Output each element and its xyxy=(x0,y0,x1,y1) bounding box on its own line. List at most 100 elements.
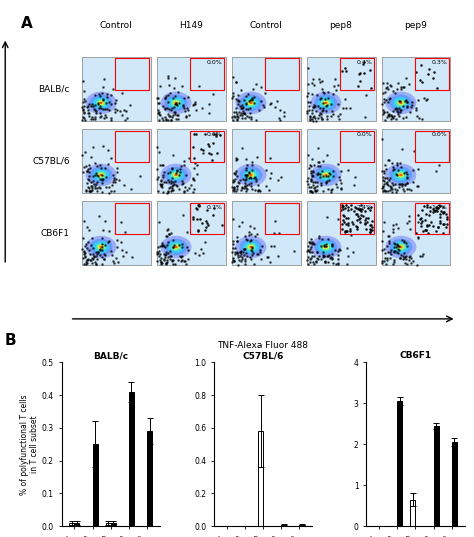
Point xyxy=(108,181,115,190)
Point xyxy=(342,67,350,76)
Point xyxy=(85,186,93,195)
Point xyxy=(391,239,398,248)
Point xyxy=(92,179,100,188)
Point xyxy=(310,112,318,121)
Point xyxy=(94,99,102,108)
Point xyxy=(245,90,252,99)
Ellipse shape xyxy=(320,171,331,179)
Ellipse shape xyxy=(314,95,337,111)
Point xyxy=(387,182,394,190)
Point xyxy=(96,161,104,169)
Point xyxy=(389,114,397,122)
Point xyxy=(170,236,177,244)
Point xyxy=(156,179,164,188)
Point xyxy=(90,176,97,185)
Point xyxy=(407,258,415,267)
Point xyxy=(246,245,254,254)
Point xyxy=(88,115,95,124)
Point xyxy=(96,113,103,121)
Point xyxy=(270,229,278,237)
Point xyxy=(94,172,102,180)
Point xyxy=(414,164,422,173)
Point xyxy=(164,103,171,112)
Point xyxy=(338,67,346,75)
Point xyxy=(312,256,320,265)
Point xyxy=(337,179,345,187)
Point xyxy=(397,83,405,92)
Point xyxy=(192,106,200,114)
Point xyxy=(78,115,86,124)
Point xyxy=(165,230,173,239)
Point xyxy=(103,90,110,98)
Point xyxy=(432,203,440,212)
Point xyxy=(194,226,201,235)
Point xyxy=(405,255,413,264)
Point xyxy=(239,103,247,111)
Point xyxy=(205,221,212,230)
Point xyxy=(334,255,341,263)
Point xyxy=(92,259,100,268)
Point xyxy=(423,222,430,230)
Point xyxy=(237,104,245,112)
Point xyxy=(364,213,372,222)
Point xyxy=(324,185,331,193)
Point xyxy=(100,142,107,150)
Text: pep9: pep9 xyxy=(404,20,428,30)
FancyBboxPatch shape xyxy=(382,57,450,121)
FancyBboxPatch shape xyxy=(157,201,226,265)
Point xyxy=(157,256,164,264)
Point xyxy=(399,145,406,154)
Point xyxy=(178,82,185,90)
Ellipse shape xyxy=(164,95,187,111)
Ellipse shape xyxy=(385,236,416,258)
Point xyxy=(361,206,369,215)
Point xyxy=(100,75,108,84)
Point xyxy=(250,85,257,93)
Point xyxy=(339,211,347,219)
Point xyxy=(247,182,255,190)
Point xyxy=(303,107,311,115)
Point xyxy=(383,78,391,87)
Point xyxy=(162,259,170,268)
Point xyxy=(238,253,246,262)
Point xyxy=(306,113,314,121)
Point xyxy=(323,172,330,180)
Point xyxy=(328,250,336,259)
Point xyxy=(311,183,319,191)
Point xyxy=(281,107,288,116)
Point xyxy=(80,248,88,256)
Point xyxy=(242,91,249,100)
Point xyxy=(229,186,237,194)
Point xyxy=(306,238,314,246)
Point xyxy=(242,182,249,190)
Point xyxy=(156,111,164,120)
Point xyxy=(379,246,386,255)
Point xyxy=(154,248,161,256)
Point xyxy=(325,169,332,178)
Point xyxy=(400,238,407,246)
Point xyxy=(414,182,422,190)
Point xyxy=(409,101,416,110)
Point xyxy=(263,166,270,175)
Point xyxy=(104,237,111,246)
Point xyxy=(79,105,86,114)
Point xyxy=(164,225,171,234)
Point xyxy=(231,244,239,252)
Point xyxy=(385,111,392,119)
Point xyxy=(356,70,363,79)
Point xyxy=(180,188,188,197)
Point xyxy=(257,83,264,91)
Point xyxy=(315,111,322,119)
Ellipse shape xyxy=(398,245,404,249)
Point xyxy=(319,171,327,180)
Point xyxy=(391,242,398,251)
Point xyxy=(429,205,437,213)
Point xyxy=(395,183,403,191)
Point xyxy=(229,178,237,186)
Point xyxy=(430,206,438,215)
Point xyxy=(155,98,162,107)
Point xyxy=(162,115,170,124)
Point xyxy=(403,102,411,111)
Point xyxy=(324,88,332,97)
Point xyxy=(313,90,321,99)
